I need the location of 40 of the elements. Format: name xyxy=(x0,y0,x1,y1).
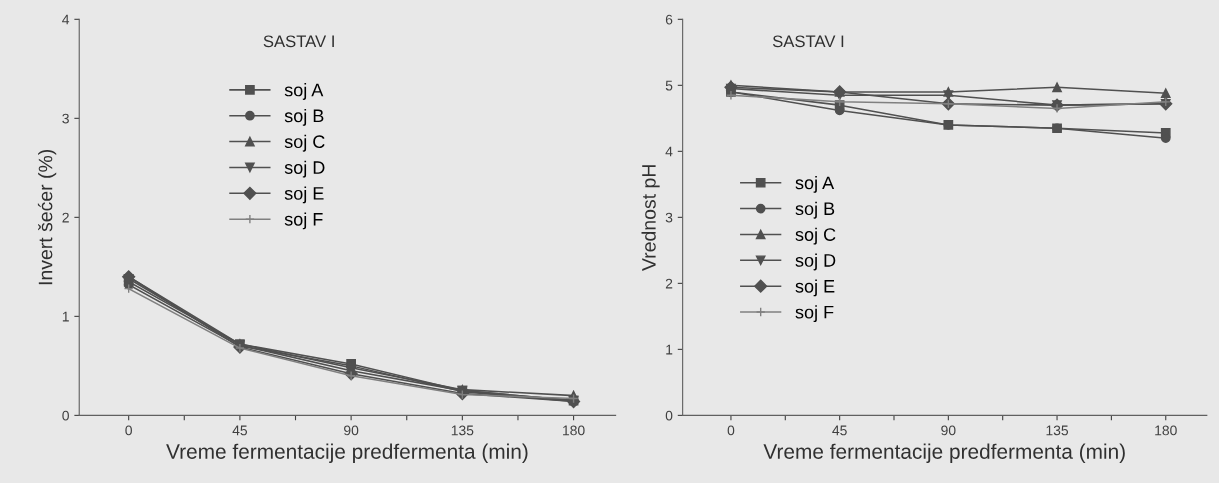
x-tick-label: 45 xyxy=(832,425,847,436)
y-tick-label: 4 xyxy=(62,14,70,25)
x-tick-label: 0 xyxy=(727,425,735,436)
x-tick-label: 45 xyxy=(232,425,248,436)
x-tick-label: 90 xyxy=(941,425,956,436)
y-tick-label: 6 xyxy=(665,14,673,25)
y-tick-label: 5 xyxy=(665,80,673,91)
x-tick-label: 180 xyxy=(1155,425,1177,436)
x-axis-title: Vreme fermentacije predfermenta (min) xyxy=(166,443,528,464)
legend-label: soj D xyxy=(284,160,325,178)
y-tick-label: 2 xyxy=(665,278,673,289)
legend-label: soj B xyxy=(284,108,324,126)
y-tick-label: 0 xyxy=(62,410,69,421)
y-tick-label: 2 xyxy=(62,212,69,223)
y-axis-title: Invert šećer (%) xyxy=(37,149,57,285)
text: SASTAV I xyxy=(772,35,844,48)
y-tick-label: 3 xyxy=(62,113,69,124)
legend-label: soj A xyxy=(284,83,324,100)
x-tick-label: 135 xyxy=(1046,425,1069,436)
x-tick-label: 90 xyxy=(344,425,359,436)
x-tick-label: 0 xyxy=(125,425,132,436)
legend-label: soj F xyxy=(795,305,834,323)
y-tick-label: 3 xyxy=(665,212,673,223)
y-tick-label: 1 xyxy=(62,311,69,322)
x-tick-label: 180 xyxy=(563,425,585,436)
x-axis-title: Vreme fermentacije predfermenta (min) xyxy=(763,443,1125,464)
legend-label: soj D xyxy=(795,253,836,271)
y-axis-title: Vrednost pH xyxy=(641,165,660,271)
legend-label: soj F xyxy=(284,212,323,230)
y-tick-label: 1 xyxy=(666,344,673,355)
legend-label: soj E xyxy=(795,279,835,297)
legend-label: soj C xyxy=(795,227,836,245)
legend-label: soj C xyxy=(284,134,325,152)
text: SASTAV I xyxy=(263,35,334,48)
y-tick-label: 0 xyxy=(665,410,673,421)
legend-label: soj B xyxy=(795,201,835,219)
legend-label: soj A xyxy=(795,175,835,193)
x-tick-label: 135 xyxy=(451,425,474,436)
y-tick-label: 4 xyxy=(665,146,673,157)
legend-label: soj E xyxy=(284,186,324,204)
